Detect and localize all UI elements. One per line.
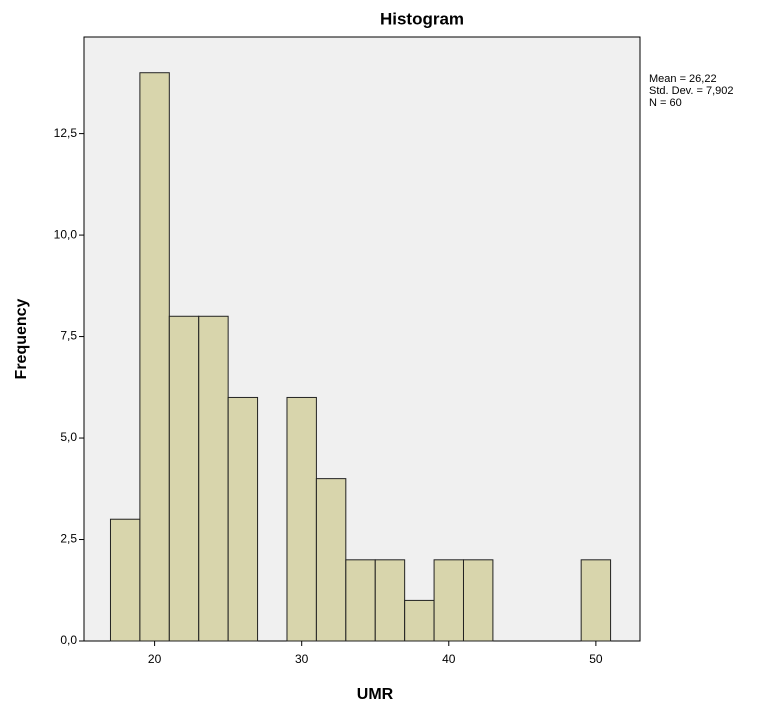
bar <box>345 559 376 642</box>
bar <box>198 315 229 642</box>
x-tick-label: 40 <box>442 652 456 666</box>
bar <box>404 599 435 642</box>
chart-title: Histogram <box>380 9 464 28</box>
stats-annotation: Mean = 26,22 <box>649 73 717 85</box>
stats-annotation: Std. Dev. = 7,902 <box>649 85 734 97</box>
x-tick-label: 20 <box>148 652 162 666</box>
bar <box>462 559 494 642</box>
x-axis-label: UMR <box>357 686 394 703</box>
y-tick-label: 7,5 <box>60 329 77 343</box>
bar <box>227 396 259 642</box>
y-axis-label: Frequency <box>13 298 30 379</box>
x-tick-label: 50 <box>589 652 603 666</box>
stats-annotation: N = 60 <box>649 97 682 109</box>
bar <box>374 559 406 642</box>
y-tick-label: 5,0 <box>60 430 77 444</box>
bar <box>580 559 612 642</box>
bar <box>286 396 317 642</box>
y-tick-label: 2,5 <box>60 532 77 546</box>
bar <box>433 559 464 642</box>
bar <box>109 518 141 642</box>
bar <box>139 72 170 642</box>
bar <box>168 315 200 642</box>
y-tick-label: 0,0 <box>60 633 77 647</box>
y-tick-label: 12,5 <box>54 126 78 140</box>
x-tick-label: 30 <box>295 652 309 666</box>
bar <box>315 478 347 642</box>
y-tick-label: 10,0 <box>54 227 78 241</box>
